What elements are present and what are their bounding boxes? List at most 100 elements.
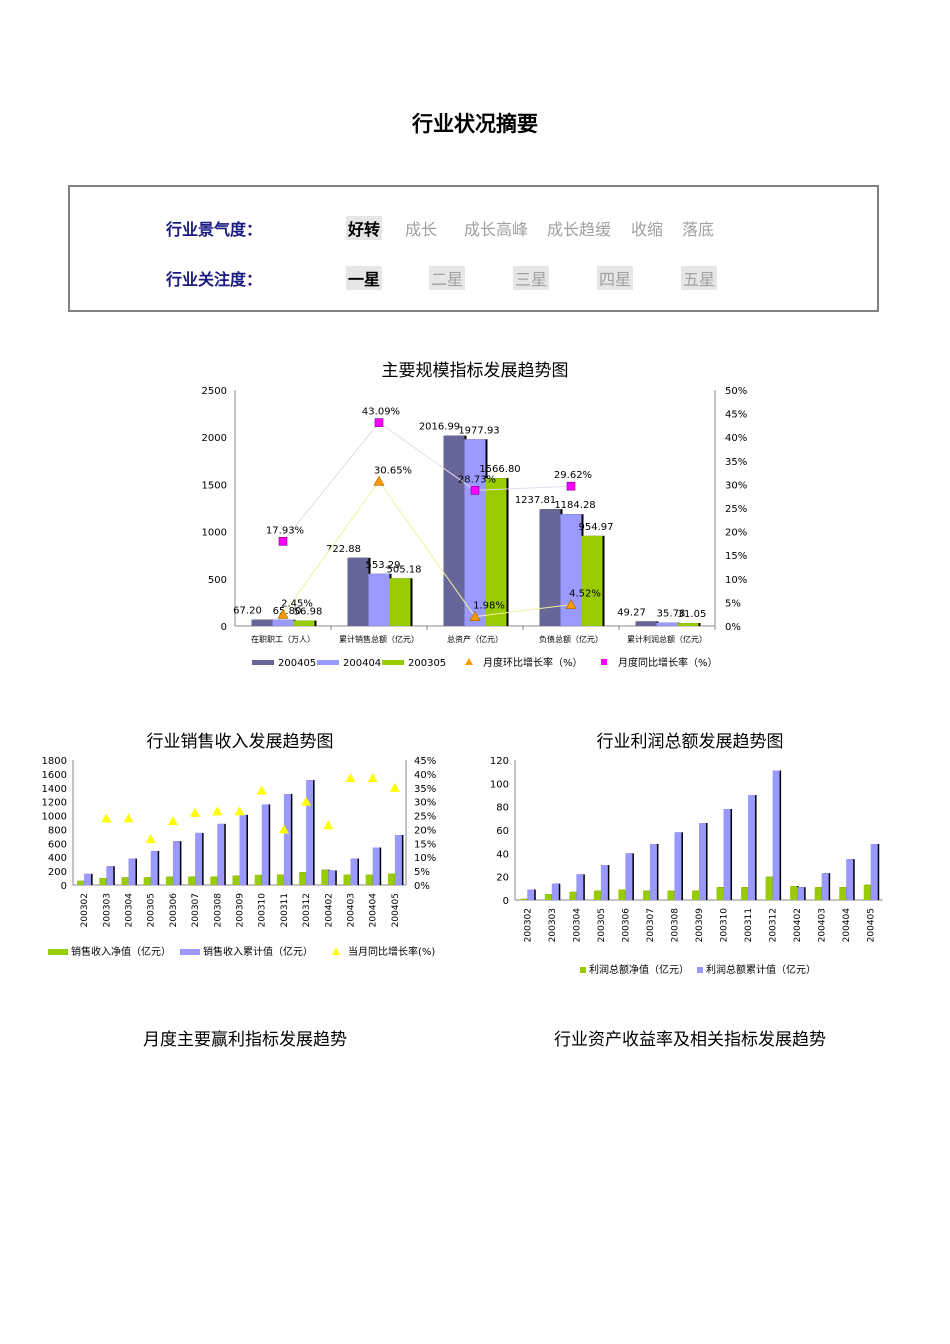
chart1-point-label: 30.65% bbox=[374, 465, 412, 476]
chart2-point-triangle bbox=[167, 816, 178, 826]
chart3-bar bbox=[520, 898, 528, 900]
chart2-bar bbox=[217, 823, 225, 885]
chart1-bar bbox=[293, 620, 315, 626]
chart1-y2-tick-label: 40% bbox=[725, 433, 747, 444]
chart1-bar bbox=[539, 509, 561, 626]
chart2-point-triangle bbox=[345, 773, 356, 783]
chart3-bar bbox=[625, 853, 633, 900]
chart2-point-triangle bbox=[190, 807, 201, 817]
chart1-point-triangle bbox=[469, 611, 481, 621]
chart1-point-label: 17.93% bbox=[266, 525, 304, 536]
chart1-bar bbox=[635, 621, 657, 626]
chart1-x-tick-label: 在职职工（万人） bbox=[251, 634, 315, 644]
prosperity-option-growth-slowing: 成长趋缓 bbox=[547, 220, 612, 239]
chart2-y-tick-label: 1000 bbox=[42, 812, 67, 823]
chart2-y2-tick-label: 25% bbox=[414, 812, 436, 823]
chart2-bar bbox=[328, 870, 336, 885]
chart2-x-tick-label: 200312 bbox=[302, 893, 312, 927]
chart1-bar-value-label: 954.97 bbox=[579, 522, 614, 533]
chart1-point-label: 29.62% bbox=[554, 470, 592, 481]
chart3-y-tick-label: 100 bbox=[490, 779, 509, 790]
chart3-bar bbox=[699, 823, 706, 900]
chart1-bar-value-label: 2016.99 bbox=[419, 422, 460, 433]
chart3-bar bbox=[790, 886, 798, 900]
chart2-y2-tick-label: 20% bbox=[414, 825, 436, 836]
chart3-bar bbox=[618, 889, 626, 900]
chart2-bar bbox=[143, 877, 151, 885]
chart1-line bbox=[282, 421, 572, 542]
prosperity-option-improving: 好转 bbox=[346, 216, 383, 240]
chart1-bar bbox=[581, 535, 603, 626]
chart2-point-triangle bbox=[389, 782, 400, 792]
chart3-x-tick-label: 200307 bbox=[646, 908, 656, 942]
chart3-x-tick-label: 200405 bbox=[867, 908, 877, 942]
chart3-bar bbox=[649, 844, 657, 900]
chart3-bar bbox=[839, 887, 847, 900]
chart2-bar bbox=[343, 874, 351, 885]
chart3-bar bbox=[674, 832, 682, 900]
chart3-bar bbox=[741, 887, 749, 900]
chart2-bar bbox=[195, 832, 203, 885]
chart2-bar bbox=[128, 858, 136, 885]
attention-option-four-star: 四星 bbox=[597, 266, 634, 290]
chart1-bar-value-label: 553.29 bbox=[366, 560, 401, 571]
chart1-legend-swatch bbox=[252, 660, 274, 665]
chart1-bar-value-label: 505.18 bbox=[387, 564, 422, 575]
chart1-legend-swatch bbox=[382, 660, 404, 665]
chart2-x-tick-label: 200404 bbox=[369, 893, 379, 928]
chart1-legend-swatch bbox=[317, 660, 339, 665]
chart3-bar bbox=[723, 809, 731, 900]
chart2-y-tick-label: 400 bbox=[48, 853, 67, 864]
chart1-point-label: 2.45% bbox=[281, 598, 313, 609]
chart1-point-label: 43.09% bbox=[362, 407, 400, 418]
chart1-legend-square bbox=[601, 659, 607, 665]
chart3-x-tick-label: 200303 bbox=[548, 908, 558, 942]
chart2-legend-swatch bbox=[180, 949, 200, 955]
chart3-x-tick-label: 200306 bbox=[621, 908, 631, 943]
chart1-bar bbox=[347, 557, 369, 626]
chart3-bar bbox=[821, 873, 829, 900]
chart2-bar bbox=[188, 876, 196, 885]
chart2-x-tick-label: 200307 bbox=[191, 893, 201, 927]
chart2-y2-tick-label: 10% bbox=[414, 853, 436, 864]
chart1-x-tick-label: 累计销售总额（亿元） bbox=[339, 634, 419, 644]
chart2-x-tick-label: 200308 bbox=[213, 893, 223, 928]
chart3-x-tick-label: 200309 bbox=[695, 908, 705, 943]
chart1-y-tick-label: 0 bbox=[221, 622, 227, 633]
chart2-bar bbox=[232, 875, 240, 885]
chart2-y-tick-label: 1400 bbox=[42, 784, 67, 795]
chart1-legend-label: 200305 bbox=[408, 658, 446, 669]
chart2-point-triangle bbox=[301, 796, 312, 806]
chart1-point-label: 4.52% bbox=[569, 589, 601, 600]
chart3-x-tick-label: 200302 bbox=[523, 908, 533, 942]
chart1-y2-tick-label: 20% bbox=[725, 528, 747, 539]
chart1-y2-tick-label: 50% bbox=[725, 386, 747, 397]
prosperity-option-growth: 成长 bbox=[405, 220, 438, 239]
chart3-x-tick-label: 200312 bbox=[769, 908, 779, 942]
asset-return-section-title: 行业资产收益率及相关指标发展趋势 bbox=[554, 1030, 826, 1050]
chart2-legend-label: 销售收入净值（亿元） bbox=[71, 945, 171, 958]
chart3-y-tick-label: 20 bbox=[496, 873, 509, 884]
chart1-bar bbox=[560, 514, 582, 626]
chart1-bar-value-label: 49.27 bbox=[617, 607, 646, 618]
chart2-y-tick-label: 800 bbox=[48, 825, 67, 836]
prosperity-option-shrinking: 收缩 bbox=[631, 220, 664, 239]
chart2-bar bbox=[350, 858, 358, 885]
chart1-point-triangle bbox=[565, 599, 577, 609]
chart3-legend-label: 利润总额累计值（亿元） bbox=[706, 963, 816, 976]
chart1-bar bbox=[656, 622, 678, 626]
chart1-legend-label: 200404 bbox=[343, 658, 381, 669]
chart1-bar-value-label: 56.98 bbox=[294, 607, 323, 618]
chart3-y-tick-label: 40 bbox=[496, 849, 509, 860]
attention-option-one-star: 一星 bbox=[346, 266, 383, 290]
chart2-bar bbox=[276, 874, 284, 885]
chart3-y-tick-label: 80 bbox=[496, 803, 509, 814]
chart2-bar bbox=[239, 814, 247, 885]
chart2-bar bbox=[299, 872, 307, 885]
chart3-bar bbox=[544, 894, 552, 900]
chart3-x-tick-label: 200404 bbox=[842, 908, 852, 943]
chart1-bar bbox=[443, 435, 465, 626]
chart3-bar bbox=[797, 887, 805, 900]
chart3-title: 行业利润总额发展趋势图 bbox=[596, 732, 784, 752]
chart1-y2-tick-label: 45% bbox=[725, 410, 747, 421]
